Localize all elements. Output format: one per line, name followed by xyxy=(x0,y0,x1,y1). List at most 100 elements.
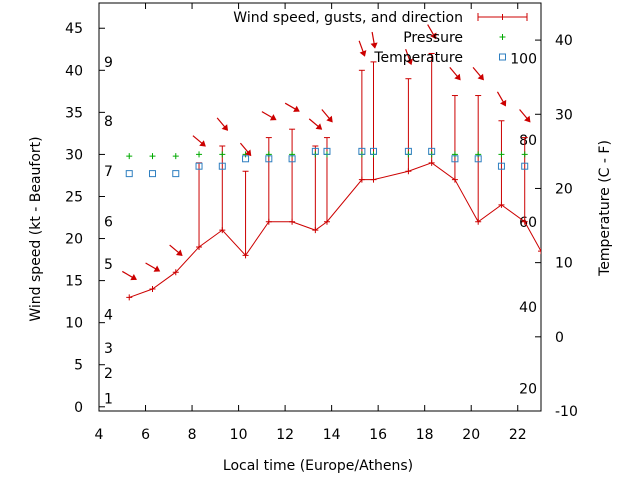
wind-speed-point xyxy=(242,252,249,259)
wind-direction-arrowhead xyxy=(406,58,413,66)
beaufort-label: 6 xyxy=(104,215,113,231)
y-tick-label: 15 xyxy=(65,274,83,290)
wind-speed-point xyxy=(358,176,365,183)
wind-speed-point xyxy=(451,176,458,183)
wind-speed-point xyxy=(196,243,203,250)
wind-direction-arrowhead xyxy=(454,73,461,81)
wind-speed-point xyxy=(149,286,156,293)
y-axis-label: Wind speed (kt - Beaufort) xyxy=(28,136,44,321)
y2-axis-label: Temperature (C - F) xyxy=(597,140,613,277)
temperature-point xyxy=(242,155,250,163)
x-tick-label: 4 xyxy=(95,427,104,443)
pressure-point xyxy=(172,153,179,160)
x-tick-label: 8 xyxy=(188,427,197,443)
tick-layer: 4 6 8 10 12 14 16 18 20 22051015202530354045-1001… xyxy=(65,3,578,443)
temperature-point xyxy=(451,155,459,163)
wind-speed-point xyxy=(312,227,319,234)
y2-tick-label: 40 xyxy=(555,33,573,49)
wind-speed-point xyxy=(126,294,133,301)
wind-speed-line xyxy=(129,162,541,298)
legend-temperature-marker xyxy=(499,53,506,61)
clipped-series xyxy=(125,52,541,301)
wind-direction-arrowhead xyxy=(293,105,300,112)
wind-direction-arrowhead xyxy=(130,273,137,281)
temperature-point xyxy=(288,155,296,163)
beaufort-label: 5 xyxy=(104,257,113,273)
pressure-point xyxy=(498,151,505,158)
temperature-point xyxy=(218,162,226,170)
y-tick-label: 0 xyxy=(74,400,83,416)
fahrenheit-label: 60 xyxy=(519,215,537,231)
wind-speed-point xyxy=(538,248,541,255)
wind-speed-point xyxy=(521,218,528,225)
beaufort-label: 4 xyxy=(104,307,113,323)
wind-direction-arrowhead xyxy=(244,149,252,157)
y-tick-label: 40 xyxy=(65,63,83,79)
temperature-point xyxy=(474,155,482,163)
y-tick-label: 10 xyxy=(65,316,83,332)
legend: Wind speed, gusts, and direction Pressure… xyxy=(233,10,528,66)
legend-pressure-text: Pressure xyxy=(403,30,463,46)
temperature-point xyxy=(195,162,203,170)
pressure-point xyxy=(196,151,203,158)
temperature-point xyxy=(404,147,412,155)
temperature-point xyxy=(311,147,319,155)
x-tick-label: 22 xyxy=(509,427,527,443)
fahrenheit-label: 80 xyxy=(519,133,537,149)
pressure-point xyxy=(265,151,272,158)
temperature-point xyxy=(149,170,157,178)
legend-wind-marker xyxy=(499,14,506,20)
wind-speed-point xyxy=(370,176,377,183)
y-tick-label: 35 xyxy=(65,105,83,121)
y-tick-label: 25 xyxy=(65,189,83,205)
wind-direction-arrowhead xyxy=(370,42,378,49)
beaufort-label: 7 xyxy=(104,164,113,180)
y-tick-label: 45 xyxy=(65,21,83,37)
beaufort-label: 9 xyxy=(104,55,113,71)
temperature-point xyxy=(370,147,378,155)
fahrenheit-label: 20 xyxy=(519,382,537,398)
wind-speed-point xyxy=(265,218,272,225)
temperature-point xyxy=(428,147,436,155)
pressure-point xyxy=(219,151,226,158)
legend-pressure-marker xyxy=(499,34,506,40)
series-layer xyxy=(122,24,541,301)
wind-direction-arrowhead xyxy=(199,140,206,147)
x-tick-label: 14 xyxy=(323,427,341,443)
wind-speed-point xyxy=(405,168,412,175)
beaufort-label: 1 xyxy=(104,391,113,407)
beaufort-label: 8 xyxy=(104,114,113,130)
x-tick-label: 6 xyxy=(141,427,150,443)
y-tick-label: 30 xyxy=(65,147,83,163)
wind-direction-arrowhead xyxy=(221,124,229,131)
y-tick-label: 20 xyxy=(65,232,83,248)
temperature-point xyxy=(358,147,366,155)
pressure-point xyxy=(149,153,156,160)
pressure-point xyxy=(289,151,296,158)
temperature-point xyxy=(125,170,133,178)
pressure-point xyxy=(451,151,458,158)
x-axis-label: Local time (Europe/Athens) xyxy=(223,458,413,474)
wind-direction-arrowhead xyxy=(175,249,183,256)
temperature-point xyxy=(323,147,331,155)
wind-direction-arrowhead xyxy=(153,265,161,272)
y2-tick-label: -10 xyxy=(555,404,578,420)
legend-wind-text: Wind speed, gusts, and direction xyxy=(233,10,463,26)
wind-direction-arrowhead xyxy=(524,115,531,123)
wind-speed-point xyxy=(475,218,482,225)
y2-tick-label: 20 xyxy=(555,181,573,197)
x-tick-label: 18 xyxy=(416,427,434,443)
wind-speed-point xyxy=(172,269,179,276)
wind-direction-arrowhead xyxy=(326,115,333,123)
plot-frame xyxy=(98,2,542,412)
wind-direction-arrowhead xyxy=(430,32,437,40)
wind-direction-arrowhead xyxy=(499,99,507,107)
wind-direction-arrowhead xyxy=(477,73,484,81)
wind-direction-arrowhead xyxy=(359,50,367,57)
y-tick-label: 5 xyxy=(74,358,83,374)
x-tick-label: 16 xyxy=(369,427,387,443)
y2-tick-label: 0 xyxy=(555,330,564,346)
temperature-point xyxy=(172,170,180,178)
temperature-point xyxy=(497,162,505,170)
